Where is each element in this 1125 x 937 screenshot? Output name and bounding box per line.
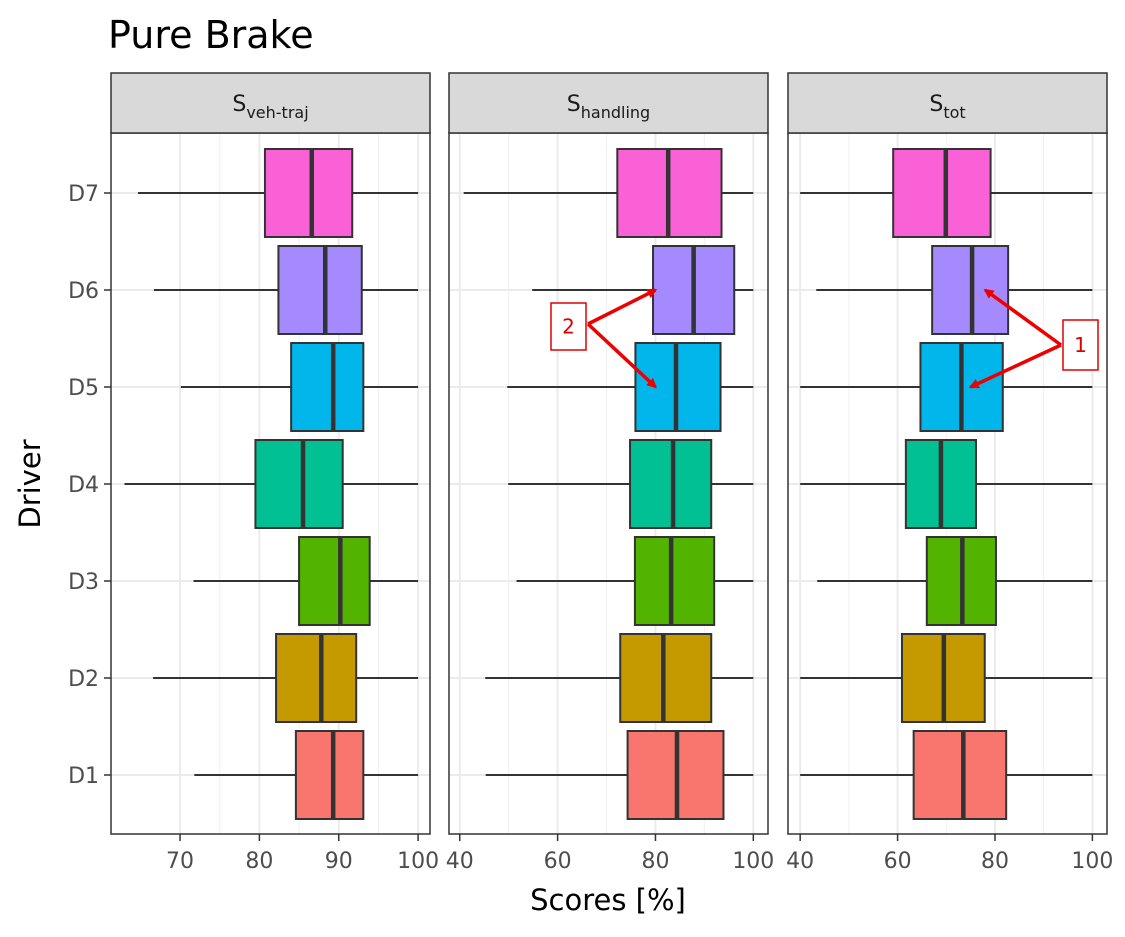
y-tick-label: D1: [68, 764, 99, 789]
annotation-arrow: [587, 288, 658, 326]
x-tick-label: 80: [245, 849, 273, 874]
annotation-1: 1: [968, 288, 1099, 389]
box-D3: [193, 536, 419, 626]
iqr-box: [298, 536, 371, 626]
annotation-label-box: [550, 302, 587, 351]
box-D4: [800, 439, 1093, 529]
box-D2: [800, 633, 1093, 723]
box-D1: [800, 730, 1093, 820]
strip-label-sub: handling: [581, 103, 650, 122]
strip-label-sub: tot: [943, 103, 965, 122]
strip-label-main: S: [929, 92, 943, 117]
strip: [448, 72, 769, 134]
chart-title: Pure Brake: [108, 13, 314, 57]
iqr-box: [294, 730, 365, 820]
x-tick-label: 40: [446, 849, 474, 874]
x-tick-label: 100: [397, 849, 439, 874]
box-D6: [153, 245, 419, 335]
y-tick-label: D3: [68, 570, 99, 595]
panel-1: Sveh-traj 70 80 90 100: [110, 72, 439, 874]
box-D5: [180, 342, 419, 432]
iqr-box: [275, 633, 358, 723]
annotation-arrow: [983, 288, 1063, 347]
strip-label: Sveh-traj: [232, 92, 308, 122]
box-D2: [485, 633, 754, 723]
iqr-box: [912, 730, 1008, 820]
box-D7: [137, 148, 419, 238]
x-tick-label: 40: [786, 849, 814, 874]
annotation-label-box: [1062, 319, 1099, 371]
box-D6: [816, 245, 1093, 335]
strip-label-main: S: [567, 92, 581, 117]
y-tick-label: D2: [68, 667, 99, 692]
annotations: 21: [550, 288, 1099, 389]
strip-label-main: S: [232, 92, 246, 117]
y-tick-label: D5: [68, 376, 99, 401]
box-D1: [194, 730, 419, 820]
panel-3: Stot 40 60 80 100: [786, 72, 1113, 874]
x-tick-label: 60: [884, 849, 912, 874]
box-D7: [463, 148, 754, 238]
x-tick-label: 60: [544, 849, 572, 874]
iqr-box: [629, 439, 713, 529]
x-tick-label: 100: [732, 849, 774, 874]
box-D4: [508, 439, 754, 529]
strip: [787, 72, 1108, 134]
box-D7: [800, 148, 1093, 238]
iqr-box: [254, 439, 344, 529]
x-tick-label: 80: [641, 849, 669, 874]
strip-label: Stot: [929, 92, 965, 122]
annotation-label: 1: [1074, 333, 1087, 357]
box-D3: [817, 536, 1093, 626]
iqr-box: [892, 148, 992, 238]
strip-label-sub: veh-traj: [246, 103, 308, 122]
panel-2: Shandling 40 60 80 100: [446, 72, 774, 874]
y-axis: D1 D2 D3 D4 D5 D6 D7: [68, 182, 111, 789]
box-D5: [800, 342, 1093, 432]
annotation-arrow: [968, 343, 1062, 389]
x-tick-label: 80: [981, 849, 1009, 874]
y-tick-label: D6: [68, 279, 99, 304]
iqr-box: [290, 342, 365, 432]
y-tick-label: D7: [68, 182, 99, 207]
box-D1: [485, 730, 754, 820]
iqr-box: [277, 245, 363, 335]
iqr-box: [633, 536, 716, 626]
box-D2: [153, 633, 419, 723]
strip-label: Shandling: [567, 92, 650, 122]
box-D3: [516, 536, 754, 626]
iqr-box: [619, 633, 713, 723]
strip: [110, 72, 431, 134]
iqr-box: [263, 148, 354, 238]
x-axis-title: Scores [%]: [530, 883, 686, 917]
y-axis-title: Driver: [13, 439, 47, 528]
box-D4: [124, 439, 419, 529]
y-tick-label: D4: [68, 473, 99, 498]
annotation-arrow: [586, 322, 657, 389]
annotation-label: 2: [562, 315, 575, 339]
x-tick-label: 70: [166, 849, 194, 874]
x-tick-label: 90: [325, 849, 353, 874]
annotation-2: 2: [550, 288, 658, 389]
x-tick-label: 100: [1071, 849, 1113, 874]
